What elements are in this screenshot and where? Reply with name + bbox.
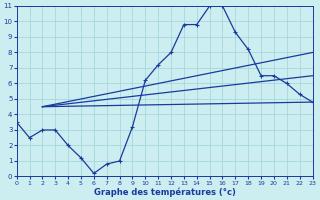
X-axis label: Graphe des températures (°c): Graphe des températures (°c) — [94, 187, 236, 197]
